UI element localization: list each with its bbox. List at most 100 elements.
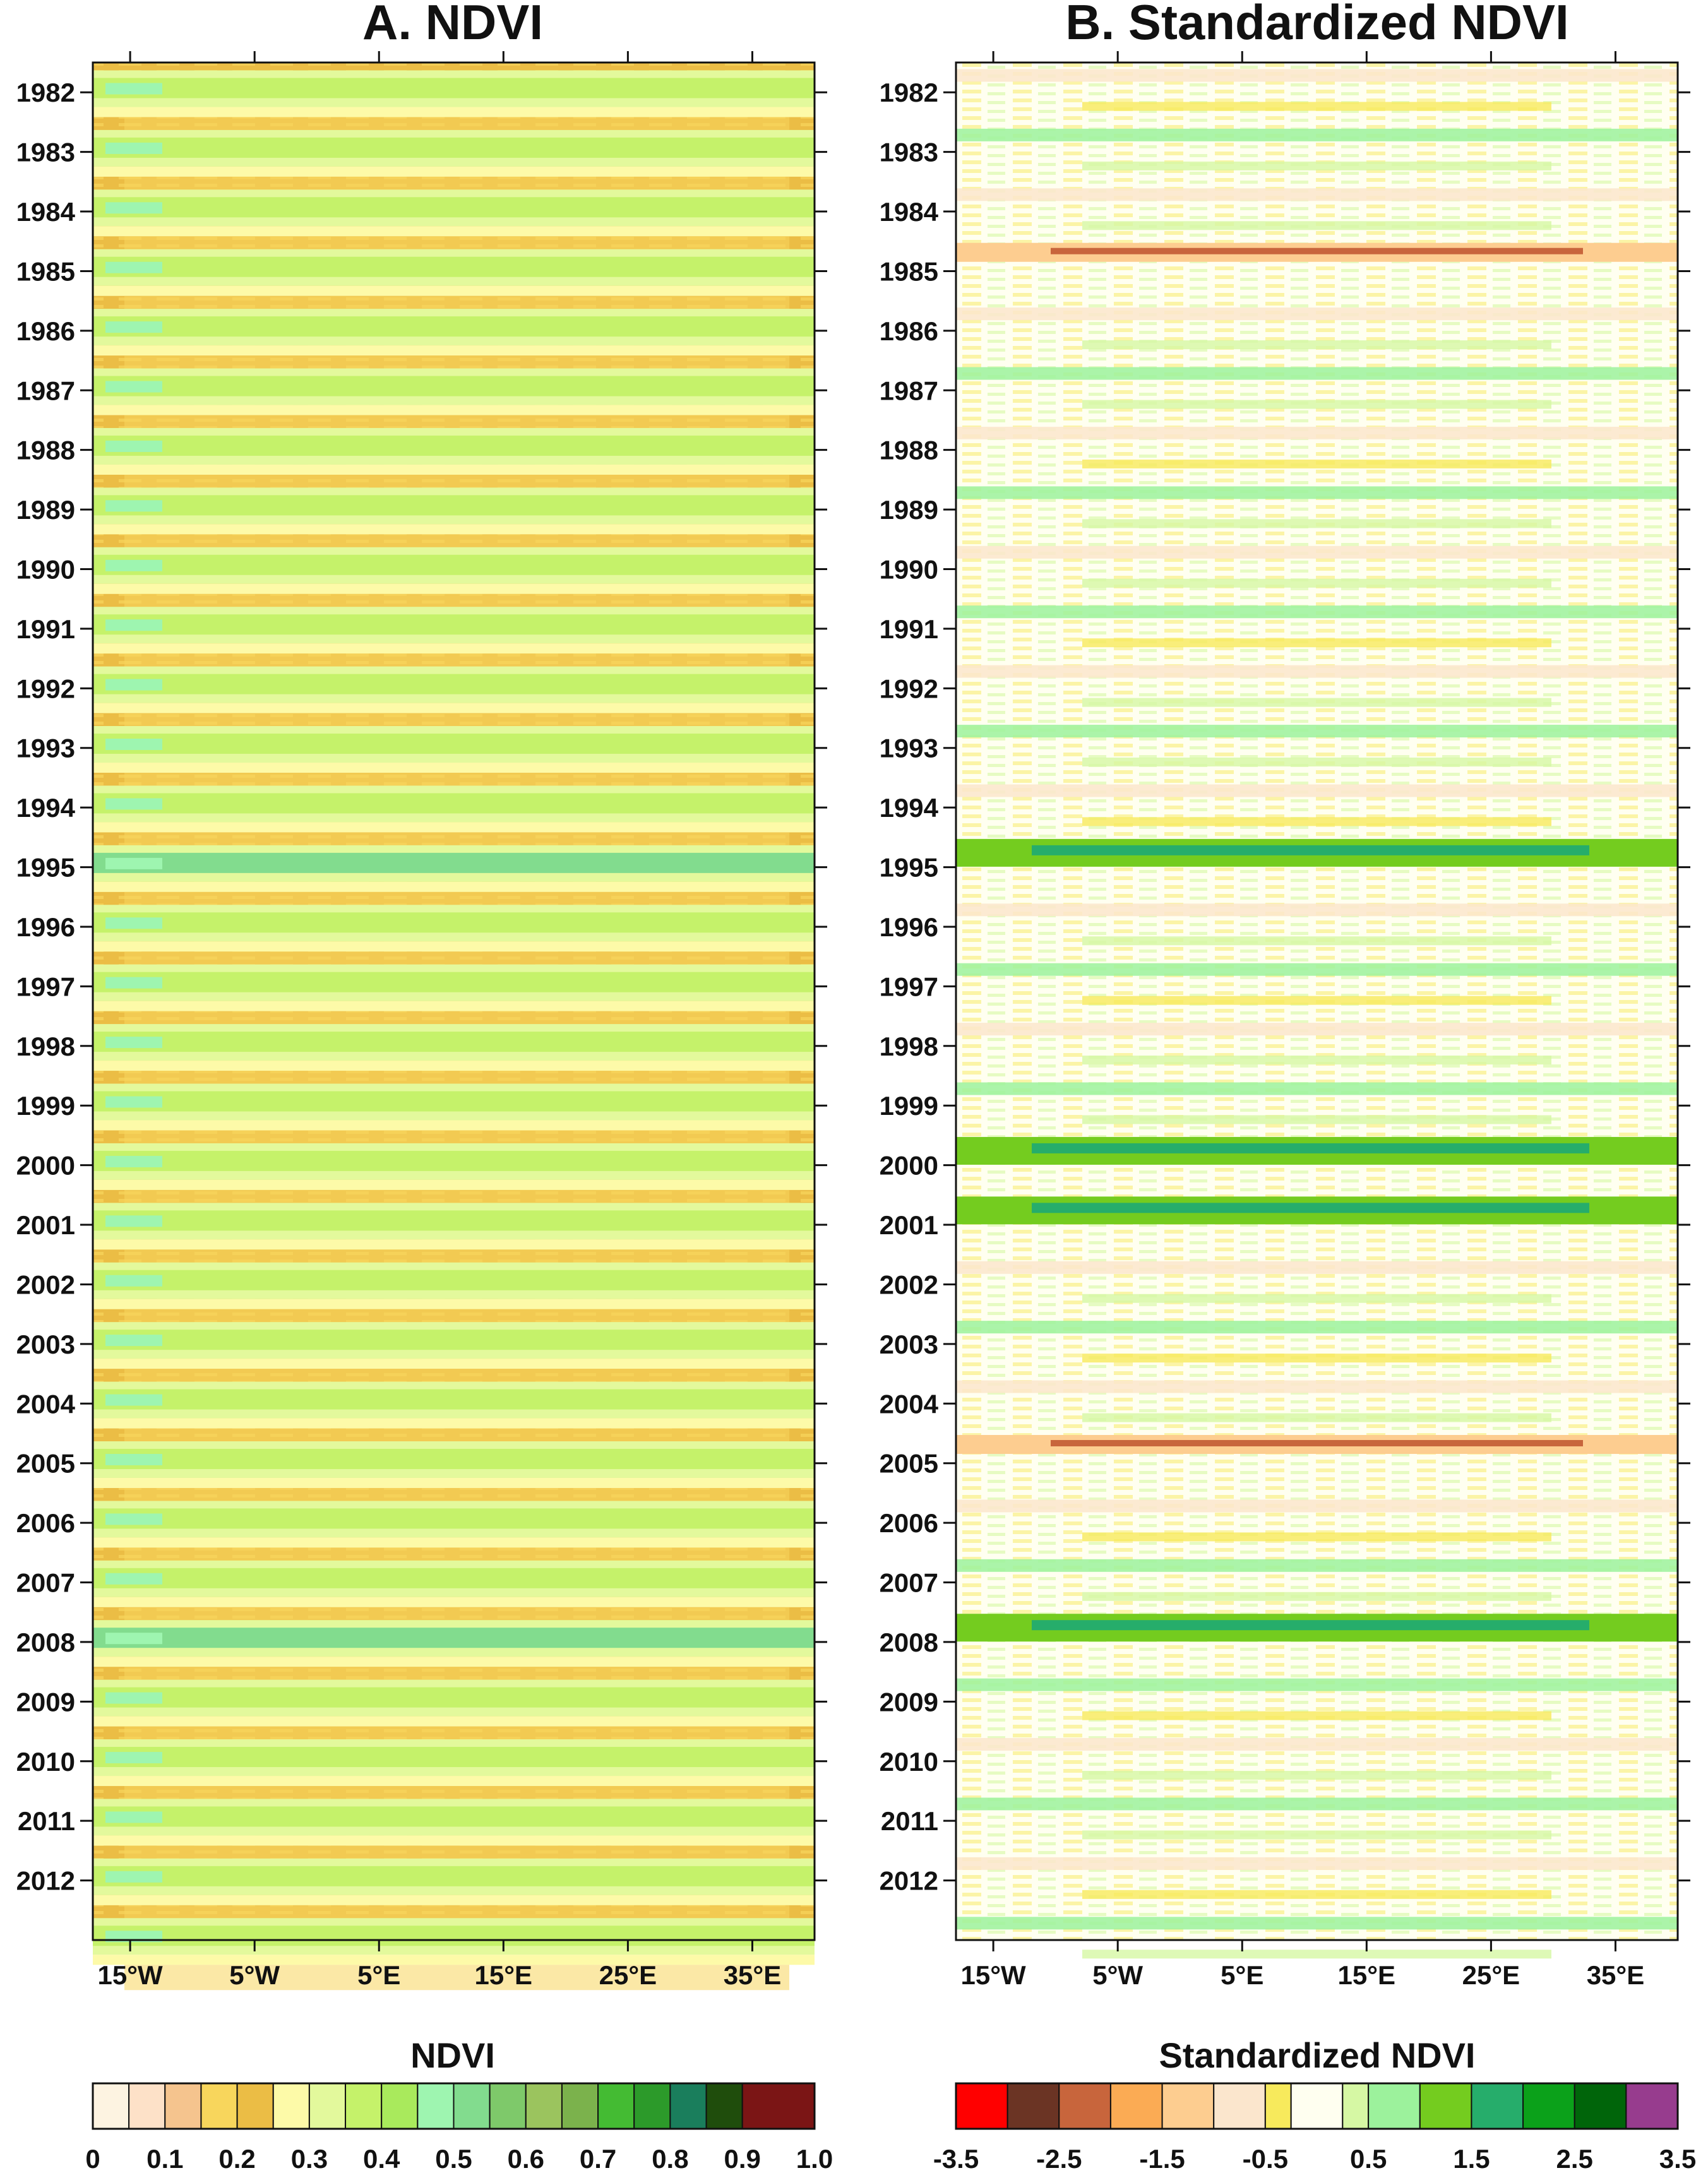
y-tick-label: 2009 bbox=[880, 1687, 938, 1717]
transition-band bbox=[93, 1895, 815, 1905]
green-season-peak bbox=[105, 1453, 162, 1465]
weak-anomaly-band bbox=[956, 426, 1678, 439]
green-season-peak bbox=[105, 1871, 162, 1883]
green-season-core bbox=[93, 554, 815, 575]
weak-anomaly-band bbox=[1082, 1711, 1551, 1720]
strong-positive-anomaly bbox=[1032, 1203, 1589, 1213]
ndvi-heatmap bbox=[93, 63, 815, 1991]
y-tick-label: 2003 bbox=[880, 1330, 938, 1359]
y-tick-label: 2009 bbox=[16, 1687, 75, 1717]
strong-negative-anomaly bbox=[1051, 247, 1583, 254]
colorbar-swatch bbox=[308, 2083, 347, 2129]
weak-anomaly-band bbox=[956, 1917, 1678, 1930]
y-tick-label: 1982 bbox=[880, 78, 938, 107]
weak-anomaly-band bbox=[956, 665, 1678, 678]
weak-anomaly-band bbox=[1082, 519, 1551, 528]
y-tick-label: 1992 bbox=[16, 674, 75, 703]
weak-anomaly-band bbox=[956, 1082, 1678, 1095]
green-season-core bbox=[93, 1806, 815, 1827]
green-season-peak bbox=[105, 321, 162, 333]
weak-anomaly-band bbox=[1082, 221, 1551, 230]
colorbar-swatch bbox=[1574, 2083, 1627, 2129]
x-tick-label: 35°E bbox=[1587, 1960, 1645, 1990]
strong-positive-anomaly bbox=[1032, 1143, 1589, 1153]
ndvi-colorbar: 0 0.1 0.2 0.3 0.4 0.5 0.6 0.7 0.8 0.9 1.0 bbox=[85, 2082, 833, 2173]
weak-anomaly-band bbox=[1082, 578, 1551, 588]
green-season-peak bbox=[105, 1155, 162, 1167]
y-tick-label: 2006 bbox=[16, 1508, 75, 1538]
green-season-core bbox=[93, 376, 815, 396]
y-tick-label: 1989 bbox=[16, 495, 75, 525]
y-tick-label: 2011 bbox=[881, 1806, 938, 1836]
weak-anomaly-band bbox=[1082, 996, 1551, 1005]
green-season-peak bbox=[105, 381, 162, 393]
y-tick-label: 1994 bbox=[16, 793, 76, 823]
colorbar-frame bbox=[92, 2082, 816, 2130]
transition-band bbox=[93, 107, 815, 117]
green-season-core bbox=[93, 495, 815, 516]
colorbar-swatch bbox=[417, 2083, 455, 2129]
colorbar-swatch bbox=[633, 2083, 671, 2129]
colorbar-swatch bbox=[669, 2083, 707, 2129]
weak-anomaly-band bbox=[956, 1678, 1678, 1691]
green-season-core bbox=[93, 1747, 815, 1768]
panel-b-title: B. Standardized NDVI bbox=[1065, 0, 1568, 50]
transition-band bbox=[93, 166, 815, 177]
transition-band bbox=[93, 643, 815, 654]
standardized-ndvi-heatmap bbox=[956, 63, 1678, 1959]
transition-band bbox=[93, 881, 815, 892]
green-season-core bbox=[93, 435, 815, 456]
transition-band bbox=[93, 1716, 815, 1727]
green-season-peak bbox=[105, 1215, 162, 1227]
transition-band bbox=[93, 1061, 815, 1071]
weak-anomaly-band bbox=[956, 188, 1678, 201]
y-tick-label: 2005 bbox=[16, 1449, 75, 1479]
green-season-core bbox=[93, 1091, 815, 1112]
dry-season-light bbox=[124, 1965, 789, 1991]
colorbar-swatch bbox=[128, 2083, 166, 2129]
x-tick-label: 15°W bbox=[98, 1960, 164, 1990]
transition-band bbox=[93, 1359, 815, 1369]
weak-anomaly-band bbox=[1082, 817, 1551, 826]
weak-anomaly-band bbox=[956, 784, 1678, 797]
y-tick-label: 2007 bbox=[880, 1568, 938, 1598]
y-tick-label: 1991 bbox=[16, 614, 75, 644]
colorbar-swatch bbox=[1625, 2083, 1679, 2129]
y-tick-label: 1985 bbox=[16, 256, 75, 286]
weak-anomaly-band bbox=[1082, 1950, 1551, 1959]
standardized-anomaly-bands bbox=[956, 69, 1678, 1959]
x-tick-label: 15°W bbox=[961, 1960, 1027, 1990]
y-tick-label: 1994 bbox=[880, 793, 939, 823]
weak-anomaly-band bbox=[1082, 638, 1551, 648]
y-tick-label: 2005 bbox=[880, 1449, 938, 1479]
weak-anomaly-band bbox=[956, 1738, 1678, 1751]
transition-band bbox=[93, 405, 815, 415]
y-tick-label: 1990 bbox=[16, 555, 75, 585]
green-season-peak bbox=[105, 1633, 162, 1645]
green-season-peak bbox=[105, 739, 162, 751]
x-tick-label: 15°E bbox=[475, 1960, 533, 1990]
colorbar-swatch bbox=[236, 2083, 274, 2129]
weak-anomaly-band bbox=[1082, 1056, 1551, 1065]
transition-band bbox=[93, 1955, 815, 1965]
transition-band bbox=[93, 1657, 815, 1667]
x-tick-label: 5°W bbox=[229, 1960, 280, 1990]
green-season-peak bbox=[105, 83, 162, 95]
y-tick-label: 2007 bbox=[16, 1568, 75, 1598]
green-season-core bbox=[93, 972, 815, 992]
weak-anomaly-band bbox=[1082, 1115, 1551, 1124]
weak-anomaly-band bbox=[956, 307, 1678, 321]
panel-a-frame bbox=[92, 61, 816, 1941]
y-tick-label: 2008 bbox=[16, 1628, 75, 1657]
colorbar-swatch bbox=[1342, 2083, 1370, 2129]
colorbar-swatch bbox=[345, 2083, 383, 2129]
weak-anomaly-band bbox=[1082, 1413, 1551, 1422]
y-tick-label: 1991 bbox=[880, 614, 938, 644]
green-season-peak bbox=[105, 1752, 162, 1764]
weak-anomaly-band bbox=[956, 69, 1678, 82]
colorbar-swatch bbox=[705, 2083, 743, 2129]
y-tick-label: 2012 bbox=[16, 1866, 75, 1896]
weak-anomaly-band bbox=[956, 1797, 1678, 1811]
colorbar-label: -1.5 bbox=[1139, 2144, 1185, 2173]
ndvi-seasonal-bands bbox=[93, 70, 815, 1991]
